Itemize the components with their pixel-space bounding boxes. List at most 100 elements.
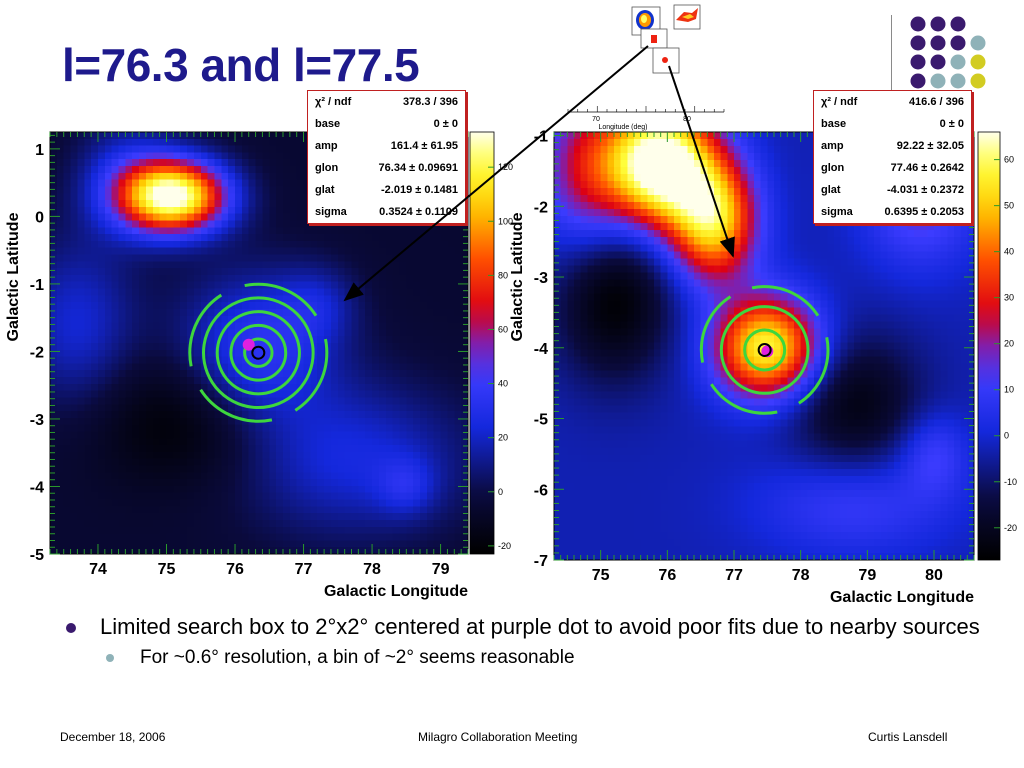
- footer-author: Curtis Lansdell: [868, 730, 948, 744]
- y-tick-label: -5: [534, 412, 548, 429]
- stat-value: 161.4 ± 61.95: [390, 140, 458, 152]
- x-tick-label: 79: [432, 561, 450, 578]
- fit-stats-box-left: χ² / ndf 378.3 / 396 base 0 ± 0 amp 161.4 ± 6…: [307, 90, 466, 224]
- stat-row: amp 161.4 ± 61.95: [308, 135, 465, 157]
- y-tick-label: -7: [534, 553, 548, 570]
- decorative-dot: [950, 16, 966, 32]
- x-tick-label: 75: [158, 561, 176, 578]
- y-axis-title: Galactic Latitude: [5, 212, 22, 341]
- x-tick-label: 75: [592, 567, 610, 584]
- y-tick-label: -1: [30, 277, 44, 294]
- stat-row: glon 77.46 ± 0.2642: [814, 157, 971, 179]
- decorative-dot: [910, 35, 926, 51]
- purple-dot-marker: [242, 338, 255, 351]
- stat-value: 77.46 ± 0.2642: [890, 162, 964, 174]
- stat-value: 0 ± 0: [939, 118, 964, 130]
- decorative-dot: [930, 16, 946, 32]
- y-tick-label: -3: [534, 270, 548, 287]
- colorbar: [469, 131, 495, 555]
- plot-frame: [49, 131, 469, 555]
- stat-value: 92.22 ± 32.05: [896, 140, 964, 152]
- fit-contour-ring: [188, 282, 329, 423]
- x-axis-title: Galactic Longitude: [830, 589, 974, 606]
- stat-value: 378.3 / 396: [402, 96, 458, 108]
- y-tick-label: -2: [534, 199, 548, 216]
- x-tick-label: 80: [925, 567, 943, 584]
- x-tick-label: 76: [226, 561, 244, 578]
- stat-key: glat: [315, 184, 335, 196]
- stat-value: -4.031 ± 0.2372: [887, 184, 964, 196]
- x-tick-label: 76: [658, 567, 676, 584]
- colorbar-tick-label: 60: [498, 324, 508, 334]
- x-tick-label: 74: [89, 561, 107, 578]
- y-tick-label: -3: [30, 412, 44, 429]
- slide-title: l=76.3 and l=77.5: [62, 39, 420, 91]
- decorative-dot: [970, 73, 986, 89]
- fit-center-marker: [757, 342, 772, 357]
- decorative-dot: [910, 73, 926, 89]
- stat-value: 0.3524 ± 0.1109: [379, 206, 458, 218]
- y-axis-title: Galactic Latitude: [509, 212, 526, 341]
- stat-row: sigma 0.6395 ± 0.2053: [814, 201, 971, 223]
- stat-key: χ² / ndf: [821, 96, 858, 108]
- fit-contour-ring: [201, 296, 315, 410]
- stat-row: base 0 ± 0: [308, 113, 465, 135]
- decorative-dot: [930, 35, 946, 51]
- colorbar-tick-label: 0: [1004, 431, 1009, 441]
- stat-row: glat -2.019 ± 0.1481: [308, 179, 465, 201]
- x-tick-label: 78: [792, 567, 810, 584]
- fit-contour-ring: [229, 323, 288, 382]
- colorbar: [977, 131, 1001, 561]
- fit-center-marker: [251, 345, 266, 360]
- stat-row: glon 76.34 ± 0.09691: [308, 157, 465, 179]
- stat-row: glat -4.031 ± 0.2372: [814, 179, 971, 201]
- y-tick-label: -2: [30, 344, 44, 361]
- stat-row: base 0 ± 0: [814, 113, 971, 135]
- colorbar-tick-label: -20: [498, 541, 511, 551]
- colorbar-tick-label: 40: [1004, 247, 1014, 257]
- colorbar-tick-label: -20: [1004, 523, 1017, 533]
- decorative-dot-grid: [910, 16, 986, 89]
- bullet-main: Limited search box to 2°x2° centered at …: [60, 614, 990, 640]
- fit-contour-ring: [699, 285, 830, 415]
- stat-key: glon: [315, 162, 339, 174]
- y-tick-label: 1: [35, 142, 44, 159]
- y-tick-label: -1: [534, 129, 548, 146]
- stat-key: glat: [821, 184, 841, 196]
- decorative-dot: [950, 54, 966, 70]
- decorative-dot: [930, 73, 946, 89]
- stat-key: amp: [821, 140, 844, 152]
- stat-key: glon: [821, 162, 845, 174]
- decorative-dot: [970, 54, 986, 70]
- stat-row: sigma 0.3524 ± 0.1109: [308, 201, 465, 223]
- y-tick-label: -6: [534, 482, 548, 499]
- fit-stats-box-right: χ² / ndf 416.6 / 396 base 0 ± 0 amp 92.22 ± 3…: [813, 90, 972, 224]
- heatmap-right-axes: 75 76 77 78 79 80 -1 -2 -3 -4 -5 -6 -7 Galactic Longi…: [509, 129, 1017, 606]
- decorative-dot: [970, 35, 986, 51]
- decorative-dot: [910, 16, 926, 32]
- stat-row: χ² / ndf 416.6 / 396: [814, 91, 971, 113]
- colorbar-tick-label: 60: [1004, 155, 1014, 165]
- plot-frame: [553, 131, 975, 561]
- stat-value: 0.6395 ± 0.2053: [884, 206, 964, 218]
- fit-contour-ring: [243, 337, 274, 368]
- fit-contour-ring: [719, 305, 810, 395]
- stat-value: 0 ± 0: [433, 118, 458, 130]
- decorative-dot: [950, 73, 966, 89]
- stat-key: base: [315, 118, 341, 130]
- stat-value: 416.6 / 396: [908, 96, 964, 108]
- inset-thumbnail-boxes: [631, 4, 701, 74]
- y-tick-label: -5: [30, 547, 44, 564]
- colorbar-tick-label: 50: [1004, 201, 1014, 211]
- footer-meeting: Milagro Collaboration Meeting: [418, 730, 578, 744]
- stat-row: χ² / ndf 378.3 / 396: [308, 91, 465, 113]
- y-tick-label: -4: [534, 341, 548, 358]
- decorative-dot: [910, 54, 926, 70]
- stat-key: amp: [315, 140, 338, 152]
- bullet-list: Limited search box to 2°x2° centered at …: [60, 614, 990, 670]
- colorbar-tick-label: -10: [1004, 477, 1017, 487]
- stat-value: -2.019 ± 0.1481: [381, 184, 458, 196]
- colorbar-tick-label: 20: [498, 433, 508, 443]
- stat-key: χ² / ndf: [315, 96, 352, 108]
- stat-key: sigma: [821, 206, 853, 218]
